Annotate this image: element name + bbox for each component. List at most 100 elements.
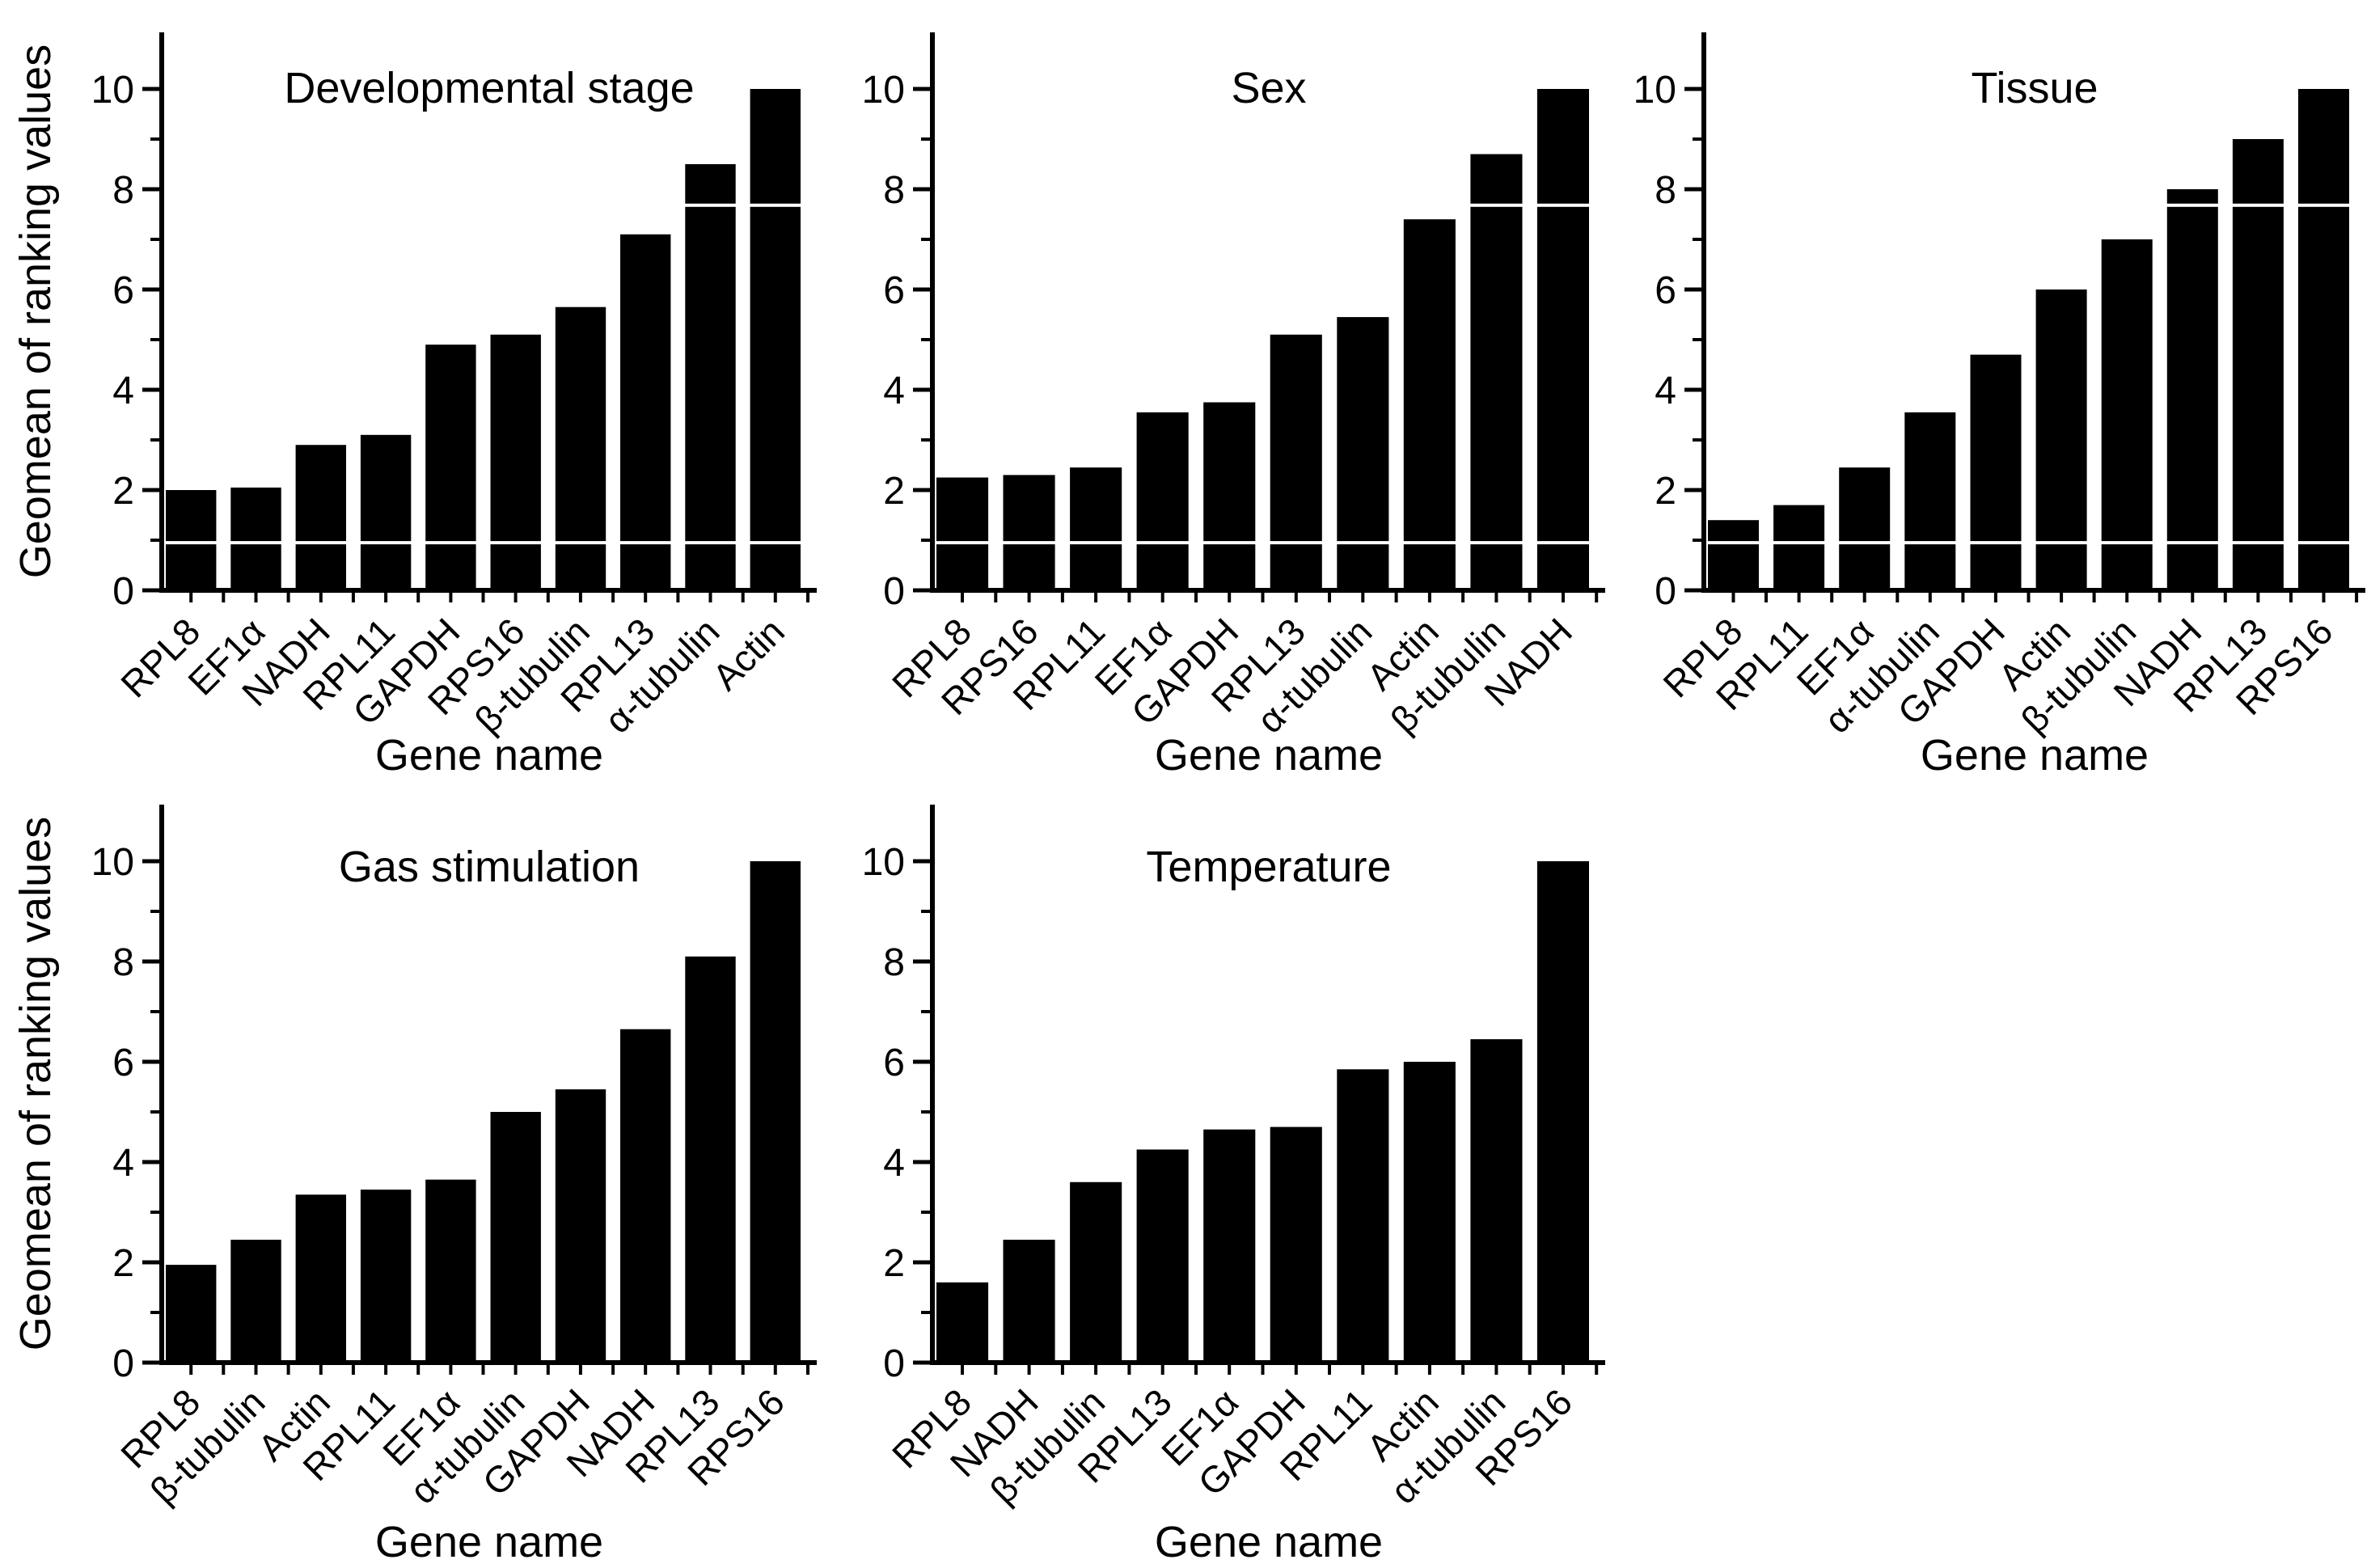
y-tick-label: 6 (883, 269, 905, 312)
y-tick-label: 2 (883, 470, 905, 513)
bar-actin (2035, 290, 2087, 590)
y-tick-label: 10 (862, 69, 905, 112)
y-tick-label: 10 (91, 841, 134, 884)
bar-β-tubulin (230, 1240, 281, 1363)
y-tick-label: 6 (112, 1042, 134, 1084)
bar-rpl13 (1270, 334, 1322, 590)
bar-rpl13 (685, 956, 736, 1363)
bar-β-tubulin (1470, 154, 1523, 591)
bar-rps16 (750, 861, 801, 1363)
bar-α-tubulin (490, 1112, 541, 1363)
bar-gapdh (555, 1089, 606, 1363)
seam-line (936, 203, 1602, 207)
bar-rpl11 (1070, 467, 1122, 590)
y-tick-label: 8 (883, 941, 905, 984)
y-tick-label: 4 (112, 370, 134, 412)
y-tick-label: 0 (112, 1342, 134, 1385)
bar-rpl13 (2232, 139, 2284, 590)
bar-α-tubulin (1470, 1039, 1523, 1363)
x-axis-title: Gene name (375, 1518, 603, 1566)
x-axis-title: Gene name (1921, 731, 2149, 780)
y-axis-title: Geomean of ranking values (11, 44, 60, 578)
seam-line (165, 203, 814, 207)
y-tick-label: 4 (112, 1142, 134, 1185)
bar-rps16 (490, 334, 541, 590)
seam-line (936, 541, 1602, 545)
y-tick-label: 0 (1655, 570, 1676, 613)
y-tick-label: 0 (112, 570, 134, 613)
bar-gapdh (425, 344, 476, 590)
bar-β-tubulin (555, 306, 606, 590)
bar-rpl11 (1773, 505, 1825, 590)
chart-title: Tissue (1971, 64, 2098, 112)
bar-rpl8 (1708, 520, 1759, 590)
y-tick-label: 4 (883, 370, 905, 412)
chart-title: Sex (1231, 64, 1306, 112)
bar-actin (1403, 1062, 1456, 1363)
bar-rpl13 (620, 234, 671, 590)
bar-nadh (2166, 189, 2218, 590)
y-tick-label: 4 (883, 1142, 905, 1185)
y-tick-label: 6 (112, 269, 134, 312)
bar-nadh (295, 445, 346, 590)
bar-α-tubulin (1904, 412, 1956, 590)
y-tick-label: 10 (862, 841, 905, 884)
bar-actin (750, 89, 801, 590)
y-tick-label: 4 (1655, 370, 1676, 412)
bar-nadh (1003, 1240, 1055, 1363)
y-tick-label: 0 (883, 1342, 905, 1385)
bar-rpl8 (936, 1282, 989, 1363)
bar-α-tubulin (1337, 317, 1389, 590)
y-tick-label: 6 (883, 1042, 905, 1084)
x-axis-title: Gene name (375, 731, 603, 780)
y-tick-label: 2 (112, 1242, 134, 1285)
bar-rpl8 (166, 490, 217, 590)
y-tick-label: 2 (1655, 470, 1676, 513)
bar-gapdh (1970, 354, 2022, 590)
bar-ef1α (1136, 412, 1189, 590)
bar-β-tubulin (1070, 1181, 1122, 1363)
seam-line (1707, 541, 2362, 545)
bar-nadh (1536, 89, 1589, 590)
y-tick-label: 6 (1655, 269, 1676, 312)
bar-α-tubulin (685, 164, 736, 590)
bar-ef1α (230, 487, 281, 590)
y-tick-label: 8 (112, 941, 134, 984)
bar-gapdh (1203, 402, 1256, 590)
seam-line (1707, 203, 2362, 207)
y-tick-label: 0 (883, 570, 905, 613)
bar-rpl8 (166, 1265, 217, 1363)
y-tick-label: 2 (883, 1242, 905, 1285)
y-tick-label: 8 (883, 169, 905, 212)
y-tick-label: 8 (1655, 169, 1676, 212)
bar-rpl13 (1136, 1149, 1189, 1363)
bar-actin (1403, 219, 1456, 590)
chart-title: Temperature (1146, 843, 1391, 891)
bar-ef1α (425, 1179, 476, 1363)
bar-ef1α (1203, 1129, 1256, 1363)
y-tick-label: 2 (112, 470, 134, 513)
bar-rpl11 (360, 434, 412, 590)
bar-rpl8 (936, 477, 989, 590)
y-tick-label: 10 (1633, 69, 1676, 112)
bar-rps16 (1536, 861, 1589, 1363)
bar-ef1α (1839, 467, 1891, 590)
bar-rps16 (2298, 89, 2349, 590)
x-axis-title: Gene name (1155, 1518, 1383, 1566)
y-tick-label: 8 (112, 169, 134, 212)
x-axis-title: Gene name (1155, 731, 1383, 780)
seam-line (165, 541, 814, 545)
bar-nadh (620, 1029, 671, 1363)
bar-rpl11 (1337, 1069, 1389, 1363)
chart-title: Developmental stage (284, 64, 694, 112)
chart-title: Gas stimulation (339, 843, 640, 891)
y-axis-title: Geomean of ranking values (11, 817, 60, 1350)
bar-rps16 (1003, 475, 1055, 590)
bar-actin (295, 1194, 346, 1363)
bar-β-tubulin (2101, 239, 2153, 590)
bar-rpl11 (360, 1190, 412, 1363)
bar-gapdh (1270, 1126, 1322, 1363)
y-tick-label: 10 (91, 69, 134, 112)
